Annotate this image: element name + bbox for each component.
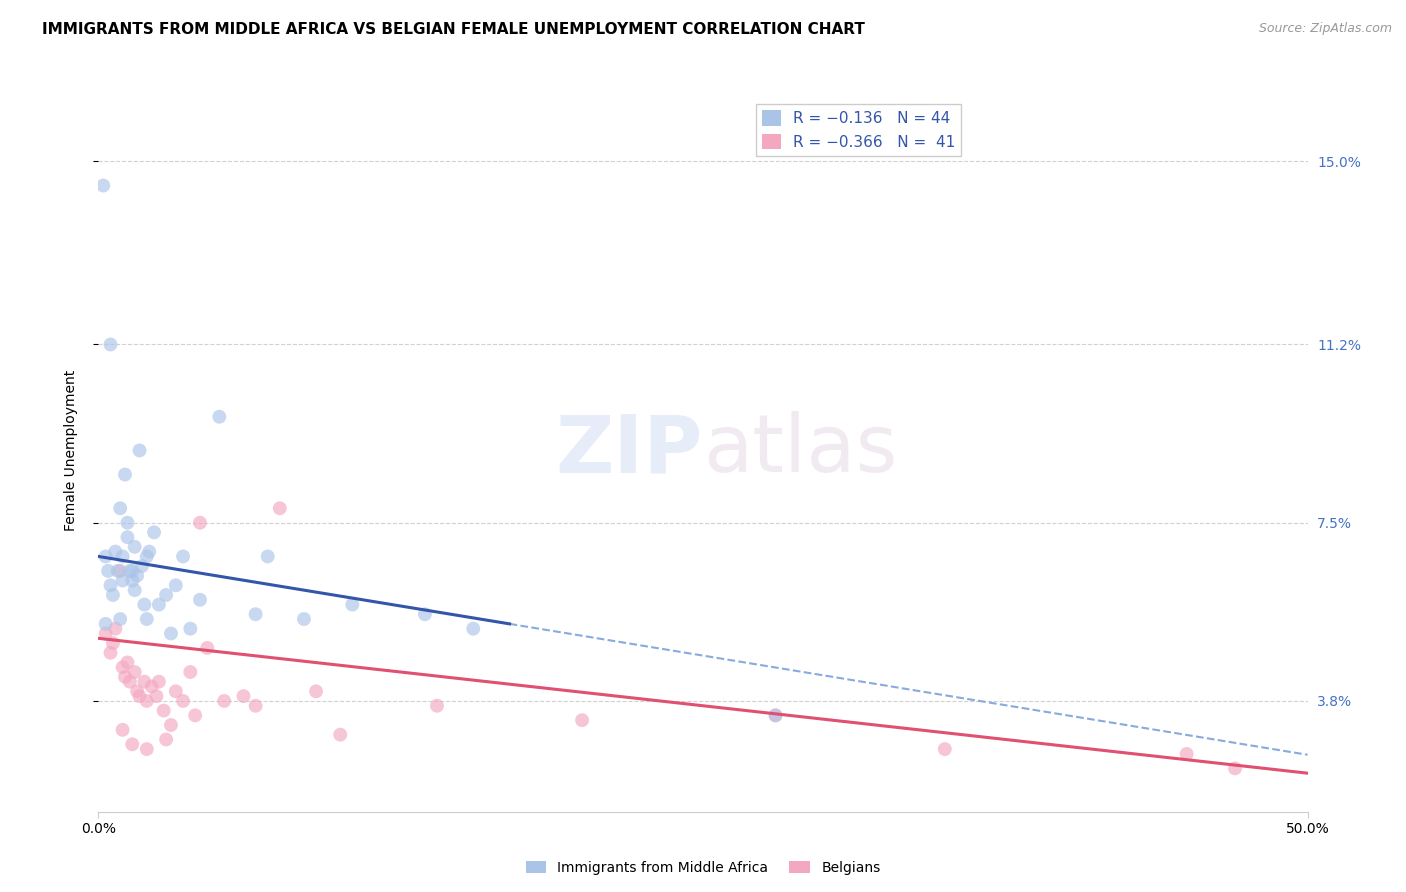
- Point: [97, 564, 120, 578]
- Text: Source: ZipAtlas.com: Source: ZipAtlas.com: [1258, 22, 1392, 36]
- Point: [148, 674, 170, 689]
- Point: [143, 525, 166, 540]
- Legend: Immigrants from Middle Africa, Belgians: Immigrants from Middle Africa, Belgians: [520, 855, 886, 880]
- Point: [101, 636, 124, 650]
- Point: [134, 674, 156, 689]
- Text: ZIP: ZIP: [555, 411, 703, 490]
- Point: [152, 704, 174, 718]
- Point: [94, 549, 117, 564]
- Point: [148, 598, 170, 612]
- Point: [245, 607, 267, 622]
- Point: [131, 559, 153, 574]
- Point: [141, 680, 163, 694]
- Point: [292, 612, 315, 626]
- Point: [91, 178, 114, 193]
- Point: [934, 742, 956, 756]
- Point: [765, 708, 787, 723]
- Point: [571, 713, 593, 727]
- Point: [100, 646, 122, 660]
- Point: [100, 337, 122, 351]
- Text: atlas: atlas: [703, 411, 897, 490]
- Point: [145, 689, 167, 703]
- Point: [463, 622, 485, 636]
- Point: [179, 622, 201, 636]
- Legend: R = −0.136   N = 44, R = −0.366   N =  41: R = −0.136 N = 44, R = −0.366 N = 41: [756, 104, 962, 156]
- Point: [117, 530, 139, 544]
- Point: [342, 598, 364, 612]
- Point: [184, 708, 207, 723]
- Point: [118, 564, 141, 578]
- Point: [107, 564, 129, 578]
- Point: [111, 723, 134, 737]
- Point: [426, 698, 449, 713]
- Point: [127, 684, 149, 698]
- Point: [128, 443, 150, 458]
- Point: [245, 698, 267, 713]
- Point: [413, 607, 436, 622]
- Point: [329, 728, 352, 742]
- Point: [135, 549, 157, 564]
- Point: [117, 656, 139, 670]
- Point: [127, 568, 149, 582]
- Point: [94, 626, 117, 640]
- Point: [1223, 761, 1246, 775]
- Point: [108, 564, 131, 578]
- Point: [160, 718, 183, 732]
- Point: [111, 549, 134, 564]
- Point: [165, 684, 187, 698]
- Point: [121, 574, 143, 588]
- Point: [172, 549, 194, 564]
- Point: [179, 665, 201, 679]
- Point: [269, 501, 291, 516]
- Point: [1175, 747, 1198, 761]
- Point: [208, 409, 231, 424]
- Point: [135, 694, 157, 708]
- Point: [212, 694, 235, 708]
- Point: [172, 694, 194, 708]
- Point: [124, 540, 146, 554]
- Point: [111, 660, 134, 674]
- Point: [124, 665, 146, 679]
- Point: [121, 737, 143, 751]
- Point: [138, 544, 160, 558]
- Point: [135, 742, 157, 756]
- Point: [108, 501, 131, 516]
- Point: [195, 640, 218, 655]
- Point: [124, 583, 146, 598]
- Point: [765, 708, 787, 723]
- Point: [256, 549, 278, 564]
- Point: [117, 516, 139, 530]
- Point: [108, 612, 131, 626]
- Point: [188, 516, 211, 530]
- Point: [155, 588, 177, 602]
- Point: [128, 689, 150, 703]
- Point: [114, 467, 136, 482]
- Point: [104, 544, 127, 558]
- Y-axis label: Female Unemployment: Female Unemployment: [63, 370, 77, 531]
- Point: [94, 616, 117, 631]
- Point: [100, 578, 122, 592]
- Point: [101, 588, 124, 602]
- Text: IMMIGRANTS FROM MIDDLE AFRICA VS BELGIAN FEMALE UNEMPLOYMENT CORRELATION CHART: IMMIGRANTS FROM MIDDLE AFRICA VS BELGIAN…: [42, 22, 865, 37]
- Point: [118, 674, 141, 689]
- Point: [232, 689, 254, 703]
- Point: [121, 564, 143, 578]
- Point: [160, 626, 183, 640]
- Point: [155, 732, 177, 747]
- Point: [104, 622, 127, 636]
- Point: [305, 684, 328, 698]
- Point: [188, 592, 211, 607]
- Point: [111, 574, 134, 588]
- Point: [135, 612, 157, 626]
- Point: [114, 670, 136, 684]
- Point: [134, 598, 156, 612]
- Point: [165, 578, 187, 592]
